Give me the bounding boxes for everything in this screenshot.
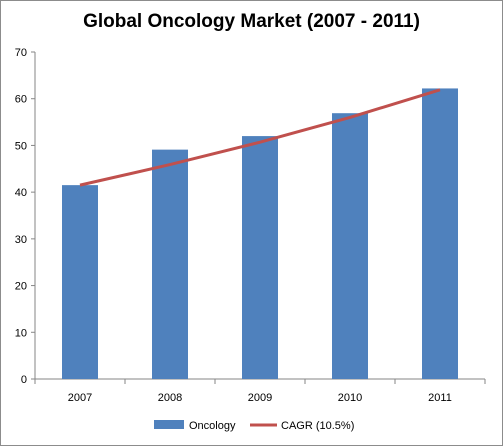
line-series [79, 88, 441, 187]
cagr-line [79, 88, 441, 187]
bar [62, 185, 98, 379]
y-tick-label: 60 [15, 94, 27, 106]
bar [332, 113, 368, 380]
y-axis: 0 10 20 30 40 50 60 70 [15, 47, 36, 386]
chart-title: Global Oncology Market (2007 - 2011) [83, 11, 420, 32]
bar [422, 88, 458, 380]
y-tick-label: 40 [15, 187, 27, 199]
legend-label-oncology: Oncology [189, 420, 236, 432]
y-tick-label: 0 [21, 374, 27, 386]
y-tick-label: 10 [15, 327, 27, 339]
y-tick-label: 30 [15, 234, 27, 246]
y-tick-label: 50 [15, 140, 27, 152]
x-axis: 2007 2008 2009 2010 2011 [34, 378, 486, 404]
x-tick-label: 2009 [248, 392, 272, 404]
bar [152, 149, 188, 379]
x-tick-label: 2011 [428, 392, 452, 404]
x-tick-label: 2007 [68, 392, 92, 404]
bar [242, 136, 278, 379]
y-tick-label: 70 [15, 47, 27, 59]
bar-series [62, 88, 458, 380]
x-tick-label: 2010 [338, 392, 362, 404]
legend-label-cagr: CAGR (10.5%) [281, 420, 354, 432]
legend: Oncology CAGR (10.5%) [154, 420, 354, 432]
x-tick-label: 2008 [158, 392, 182, 404]
legend-swatch-oncology [154, 420, 184, 429]
y-tick-label: 20 [15, 281, 27, 293]
